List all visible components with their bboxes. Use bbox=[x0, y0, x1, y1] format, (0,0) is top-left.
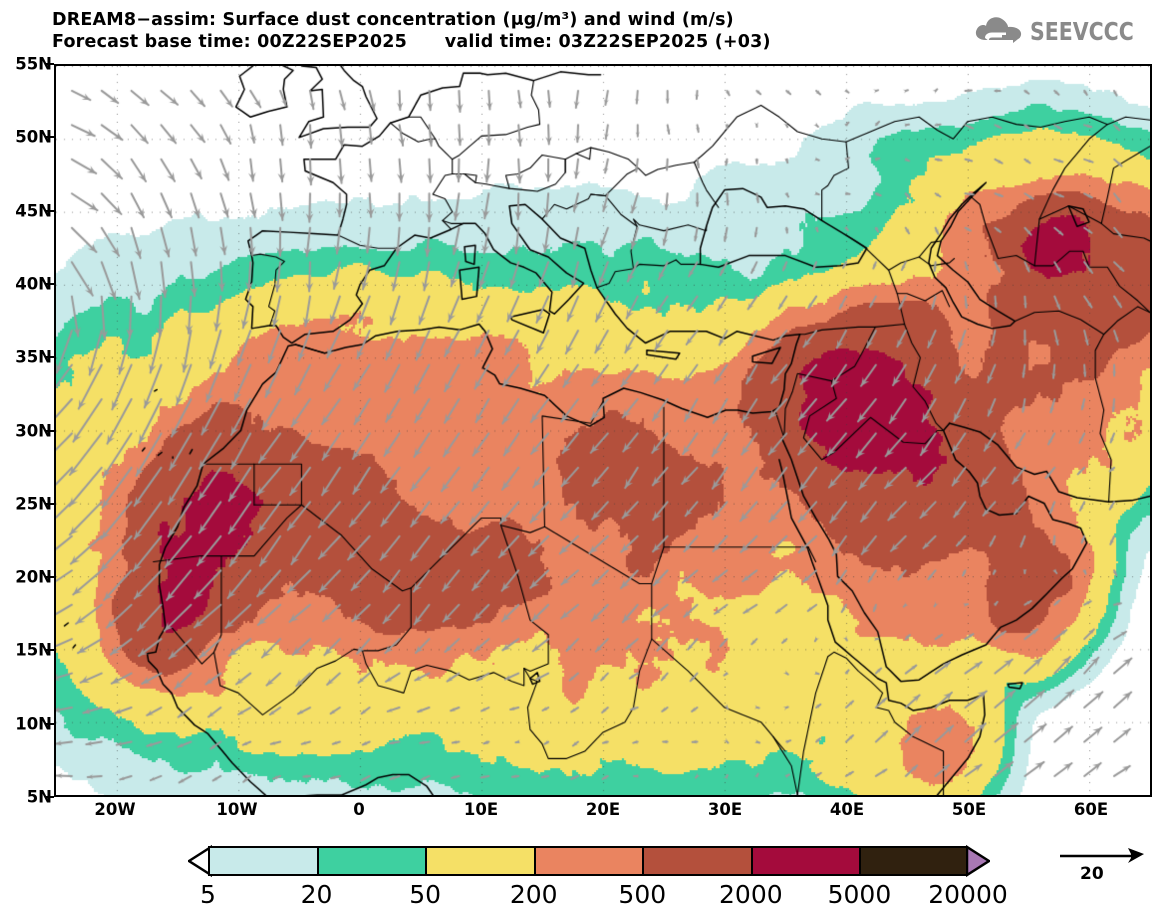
colorbar[interactable]: 5 20 50 200 500 2000 5000 20000 bbox=[0, 838, 1165, 909]
colorbar-tick-label: 20 bbox=[300, 880, 333, 909]
colorbar-band[interactable] bbox=[208, 846, 317, 876]
y-axis-tick-mark bbox=[45, 429, 54, 432]
y-axis-tick-mark bbox=[45, 209, 54, 212]
colorbar-band[interactable] bbox=[642, 846, 751, 876]
y-axis-tick-mark bbox=[45, 649, 54, 652]
x-axis-tick-label: 20W bbox=[94, 800, 136, 819]
page-subtitle: Forecast base time: 00Z22SEP2025 valid t… bbox=[52, 32, 771, 52]
x-axis-tick-label: 40E bbox=[829, 800, 865, 819]
y-axis-tick-label: 45N bbox=[15, 201, 52, 221]
y-axis-tick-mark bbox=[45, 63, 54, 65]
colorbar-tick-label: 2000 bbox=[719, 880, 783, 909]
wind-key-label: 20 bbox=[1080, 864, 1104, 884]
colorbar-tick-label: 500 bbox=[618, 880, 667, 909]
y-axis-tick-mark bbox=[45, 502, 54, 505]
y-axis-tick-label: 30N bbox=[15, 421, 52, 440]
y-axis-tick-mark bbox=[45, 722, 54, 725]
colorbar-tick-label: 5 bbox=[200, 880, 216, 909]
logo-text: SEEVCCC bbox=[1030, 16, 1135, 46]
colorbar-over-arrow bbox=[966, 844, 990, 878]
x-axis-tick-label: 60E bbox=[1073, 800, 1109, 819]
y-axis-tick-label: 40N bbox=[15, 274, 52, 294]
colorbar-band[interactable] bbox=[859, 846, 968, 876]
colorbar-band[interactable] bbox=[425, 846, 534, 876]
y-axis-tick-label: 55N bbox=[15, 54, 52, 74]
colorbar-tick-label: 5000 bbox=[827, 880, 892, 909]
cloud-arrow-icon bbox=[976, 17, 1022, 43]
colorbar-band[interactable] bbox=[316, 846, 426, 876]
y-axis-tick-mark bbox=[45, 136, 54, 139]
dust-concentration-map[interactable] bbox=[56, 66, 1150, 795]
y-axis-tick-label: 20N bbox=[15, 567, 52, 587]
x-axis-tick-label: 30E bbox=[707, 800, 743, 819]
y-axis-tick-label: 15N bbox=[15, 640, 52, 660]
y-axis-tick-mark bbox=[45, 282, 54, 285]
colorbar-band[interactable] bbox=[750, 846, 860, 876]
y-axis-tick-mark bbox=[45, 356, 54, 359]
y-axis-tick-label: 35N bbox=[15, 347, 52, 367]
map-plot-area[interactable] bbox=[54, 64, 1152, 797]
colorbar-tick-label: 20000 bbox=[928, 880, 1008, 909]
x-axis-tick-label: 50E bbox=[951, 800, 987, 819]
y-axis-tick-mark bbox=[45, 796, 54, 798]
colorbar-tick-label: 200 bbox=[509, 880, 558, 909]
colorbar-bands[interactable]: 5 20 50 200 500 2000 5000 20000 bbox=[200, 846, 1008, 909]
y-axis-tick-label: 10N bbox=[15, 714, 52, 734]
x-axis-tick-label: 10W bbox=[216, 800, 258, 819]
wind-reference-key: 20 bbox=[1058, 846, 1158, 890]
wind-arrow-icon bbox=[1060, 848, 1144, 863]
seevccc-logo: SEEVCCC bbox=[972, 10, 1157, 52]
colorbar-tick-label: 50 bbox=[409, 880, 442, 909]
y-axis-tick-label: 50N bbox=[15, 127, 52, 147]
x-axis-tick-label: 10E bbox=[463, 800, 499, 819]
y-axis-tick-label: 5N bbox=[26, 787, 52, 807]
colorbar-band[interactable] bbox=[533, 846, 643, 876]
y-axis-tick-label: 25N bbox=[15, 494, 52, 514]
x-axis-tick-label: 0 bbox=[353, 800, 365, 819]
y-axis-tick-mark bbox=[45, 576, 54, 579]
page-title: DREAM8−assim: Surface dust concentration… bbox=[52, 10, 734, 30]
header: DREAM8−assim: Surface dust concentration… bbox=[0, 0, 1165, 60]
x-axis-tick-label: 20E bbox=[585, 800, 621, 819]
